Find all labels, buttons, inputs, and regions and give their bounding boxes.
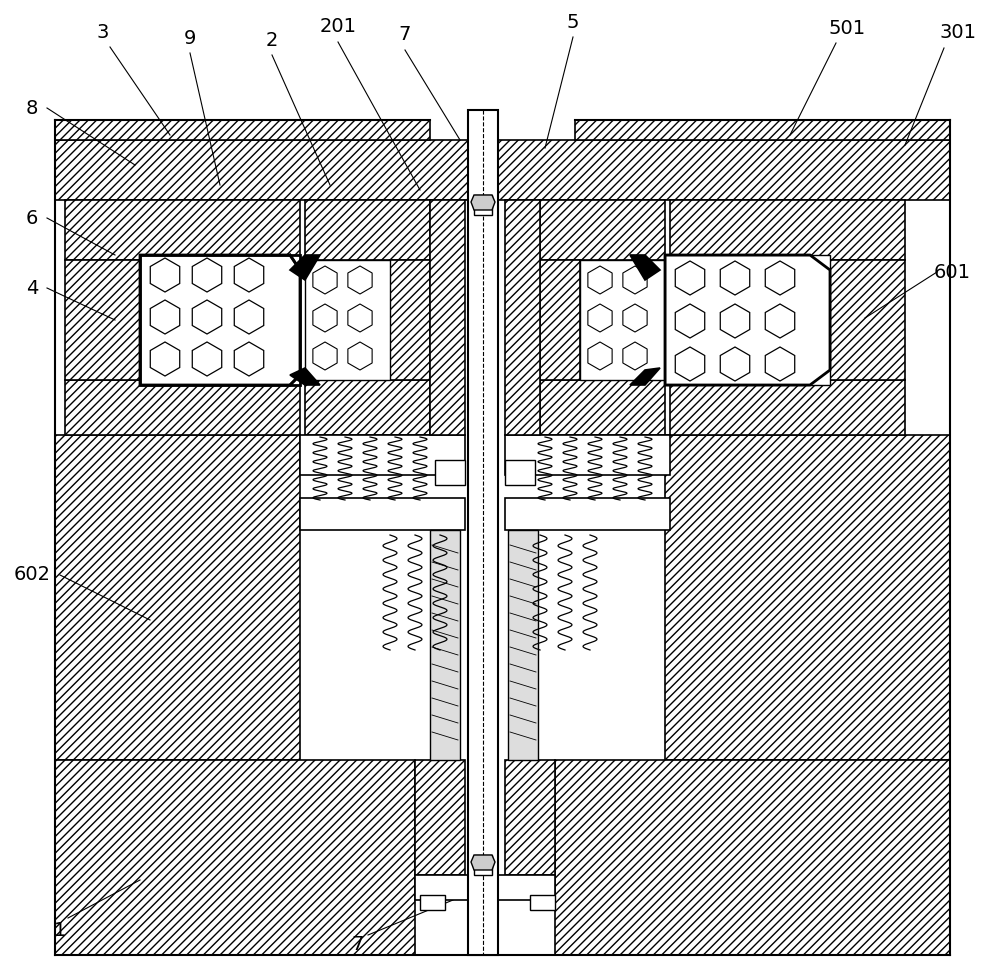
Bar	[300, 435, 465, 475]
Bar	[55, 435, 300, 760]
Bar	[305, 380, 430, 435]
Polygon shape	[623, 342, 647, 370]
Polygon shape	[348, 266, 372, 294]
Bar	[665, 435, 950, 760]
Text: 7: 7	[399, 25, 411, 44]
Bar	[305, 260, 390, 380]
Polygon shape	[192, 258, 222, 292]
Bar	[415, 875, 555, 900]
Bar	[430, 200, 465, 435]
Polygon shape	[313, 304, 337, 332]
Polygon shape	[290, 368, 320, 385]
Bar	[415, 760, 465, 875]
Polygon shape	[234, 342, 264, 376]
Polygon shape	[675, 347, 705, 381]
Polygon shape	[348, 342, 372, 370]
Polygon shape	[720, 347, 750, 381]
Bar	[830, 260, 905, 380]
Bar	[140, 255, 300, 385]
Text: 9: 9	[184, 28, 196, 47]
Polygon shape	[630, 255, 660, 280]
Bar	[505, 498, 670, 530]
Bar	[505, 200, 540, 435]
Polygon shape	[588, 266, 612, 294]
Polygon shape	[675, 304, 705, 338]
Polygon shape	[623, 266, 647, 294]
Polygon shape	[313, 342, 337, 370]
Bar	[540, 260, 580, 380]
Text: 6: 6	[26, 209, 38, 227]
Polygon shape	[192, 342, 222, 376]
Polygon shape	[290, 255, 320, 280]
Text: 4: 4	[26, 278, 38, 298]
Bar	[65, 380, 300, 435]
Polygon shape	[150, 300, 180, 334]
Bar	[65, 260, 140, 380]
Bar	[430, 530, 460, 760]
Polygon shape	[720, 261, 750, 295]
Polygon shape	[192, 300, 222, 334]
Bar	[390, 260, 430, 380]
Bar	[540, 200, 665, 260]
Text: 5: 5	[567, 13, 579, 32]
Bar	[665, 255, 830, 385]
Bar	[300, 498, 465, 530]
Polygon shape	[471, 855, 495, 870]
Polygon shape	[720, 304, 750, 338]
Bar	[474, 195, 492, 215]
Bar	[474, 855, 492, 875]
Polygon shape	[630, 368, 660, 385]
Text: 7: 7	[352, 935, 364, 954]
Bar	[580, 260, 665, 380]
Text: 8: 8	[26, 99, 38, 118]
Polygon shape	[765, 347, 795, 381]
Text: 602: 602	[14, 566, 51, 584]
Bar	[670, 200, 905, 260]
Bar	[505, 760, 555, 875]
Polygon shape	[348, 304, 372, 332]
Bar	[55, 140, 950, 200]
Bar	[468, 110, 498, 955]
Text: 3: 3	[97, 22, 109, 42]
Polygon shape	[313, 266, 337, 294]
Bar	[55, 120, 430, 140]
Polygon shape	[234, 258, 264, 292]
Bar	[530, 895, 555, 910]
Bar	[508, 530, 538, 760]
Polygon shape	[234, 300, 264, 334]
Bar	[575, 120, 950, 140]
Text: 1: 1	[54, 921, 66, 940]
Text: 201: 201	[320, 17, 357, 37]
Bar	[65, 200, 300, 260]
Bar	[55, 760, 415, 955]
Polygon shape	[588, 342, 612, 370]
Bar	[420, 895, 445, 910]
Polygon shape	[765, 261, 795, 295]
Polygon shape	[471, 195, 495, 210]
Bar	[670, 380, 905, 435]
Bar	[505, 460, 535, 485]
Polygon shape	[623, 304, 647, 332]
Text: 301: 301	[940, 23, 976, 43]
Polygon shape	[588, 304, 612, 332]
Text: 501: 501	[828, 18, 866, 38]
Bar	[540, 380, 665, 435]
Bar	[555, 760, 950, 955]
Text: 2: 2	[266, 31, 278, 49]
Polygon shape	[675, 261, 705, 295]
Bar	[505, 435, 670, 475]
Text: 601: 601	[934, 262, 970, 281]
Polygon shape	[765, 304, 795, 338]
Polygon shape	[150, 258, 180, 292]
Bar	[305, 200, 430, 260]
Polygon shape	[150, 342, 180, 376]
Bar	[435, 460, 465, 485]
